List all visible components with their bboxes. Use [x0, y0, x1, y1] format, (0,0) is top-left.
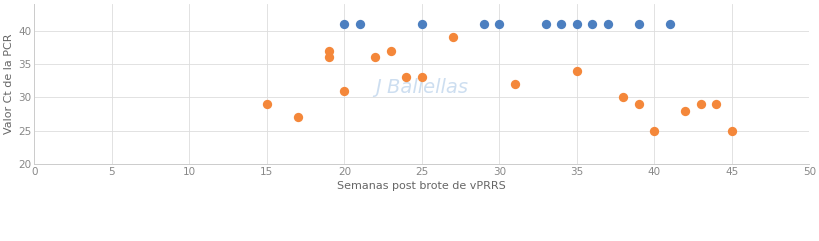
Point: [600, 22, 613, 26]
Point: [291, 115, 304, 119]
Point: [724, 129, 737, 133]
Point: [539, 22, 552, 26]
Point: [414, 22, 428, 26]
Point: [569, 22, 582, 26]
Point: [446, 35, 459, 39]
X-axis label: Semanas post brote de vPRRS: Semanas post brote de vPRRS: [337, 181, 505, 191]
Point: [260, 102, 273, 106]
Point: [647, 129, 660, 133]
Text: J Baliellas: J Baliellas: [375, 78, 468, 97]
Point: [337, 22, 351, 26]
Point: [322, 49, 335, 53]
Point: [353, 22, 366, 26]
Point: [585, 22, 598, 26]
Point: [631, 22, 645, 26]
Point: [631, 102, 645, 106]
Point: [709, 102, 722, 106]
Point: [616, 95, 629, 99]
Y-axis label: Valor Ct de la PCR: Valor Ct de la PCR: [4, 34, 14, 134]
Point: [492, 22, 505, 26]
Point: [663, 22, 676, 26]
Point: [384, 49, 397, 53]
Point: [554, 22, 568, 26]
Point: [369, 55, 382, 59]
Point: [508, 82, 521, 86]
Point: [569, 69, 582, 73]
Point: [322, 55, 335, 59]
Point: [400, 75, 413, 79]
Point: [477, 22, 490, 26]
Point: [694, 102, 707, 106]
Point: [414, 75, 428, 79]
Point: [337, 89, 351, 93]
Point: [678, 109, 691, 113]
